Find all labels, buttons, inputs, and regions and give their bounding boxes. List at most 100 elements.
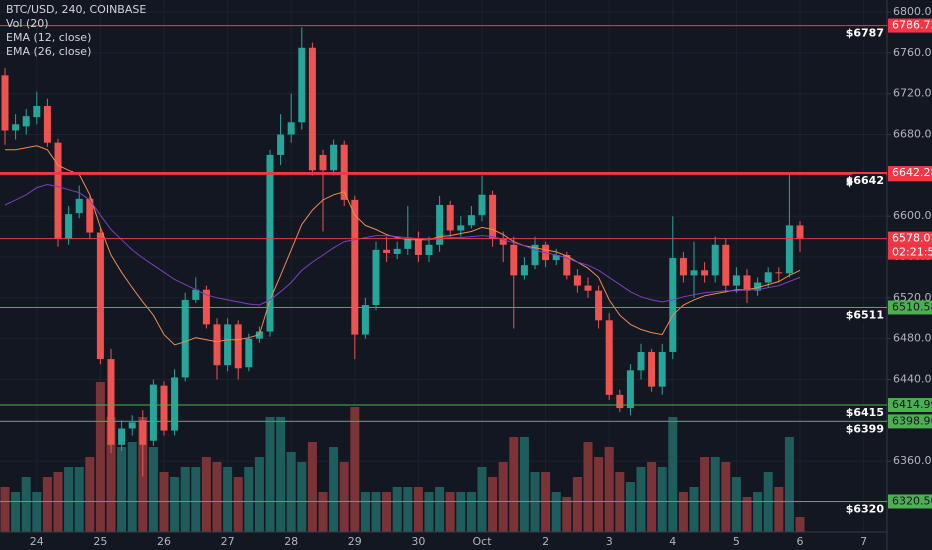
price-level-tag-bg xyxy=(852,174,886,189)
countdown-bg xyxy=(888,245,932,260)
volume-bar xyxy=(413,487,423,532)
volume-bar xyxy=(382,492,392,532)
candle-body xyxy=(414,238,422,255)
volume-bar xyxy=(32,492,42,532)
price-axis-label: 6414.99 xyxy=(892,398,932,411)
volume-bar xyxy=(636,467,646,532)
candle-body xyxy=(648,351,656,387)
volume-bar xyxy=(435,487,445,532)
volume-bar xyxy=(562,497,572,532)
candle-body xyxy=(149,384,157,441)
volume-bar xyxy=(244,467,254,532)
volume-bar xyxy=(700,457,710,532)
candle-body xyxy=(308,47,316,171)
candle-body xyxy=(54,142,62,239)
volume-bar xyxy=(233,477,243,532)
candle-body xyxy=(128,422,136,429)
volume-bar xyxy=(117,447,127,532)
volume-bar xyxy=(254,457,264,532)
candle-body xyxy=(732,275,740,286)
legend: BTC/USD, 240, COINBASE Vol (20) EMA (12,… xyxy=(6,3,146,58)
y-tick-label: 6600.00 xyxy=(893,209,932,222)
candle-body xyxy=(669,258,677,352)
candle-body xyxy=(499,238,507,245)
price-level-tag-bg xyxy=(852,406,886,421)
candle-body xyxy=(287,122,295,135)
volume-bar xyxy=(721,462,731,532)
volume-bar xyxy=(763,472,773,532)
volume-bar xyxy=(657,467,667,532)
volume-bar xyxy=(731,477,741,532)
volume-bar xyxy=(85,457,95,532)
x-tick-label: 29 xyxy=(348,535,362,548)
symbol-title: BTC/USD, 240, COINBASE xyxy=(6,3,146,16)
y-tick-label: 6760.00 xyxy=(893,46,932,59)
volume-bar xyxy=(625,482,635,532)
candle-body xyxy=(510,244,518,276)
volume-bar xyxy=(360,492,370,532)
volume-bar xyxy=(488,477,498,532)
price-axis-label-bg xyxy=(888,166,932,181)
y-tick-label: 6480.00 xyxy=(893,332,932,345)
price-levels: $6320 6320.50 $6399 6398.96 $6415 6414.99 $651… xyxy=(0,18,932,517)
candle-body xyxy=(605,320,613,395)
candle-body xyxy=(65,214,73,239)
candle-body xyxy=(160,385,168,431)
volume-bar xyxy=(11,492,21,532)
price-axis-label: 6642.28 xyxy=(892,166,932,179)
candle-body xyxy=(393,248,401,254)
candle-body xyxy=(351,199,359,335)
volume-bar xyxy=(159,472,169,532)
candle-body xyxy=(192,289,200,300)
x-tick-label: 7 xyxy=(860,535,867,548)
volume-bar xyxy=(594,457,604,532)
volume-bar xyxy=(604,447,614,532)
volume-bar xyxy=(286,452,296,532)
volume-bar xyxy=(424,492,434,532)
volume-bar xyxy=(572,477,582,532)
volume-layer xyxy=(0,382,805,532)
candle-body xyxy=(266,154,274,332)
price-axis-label-bg xyxy=(888,231,932,246)
volume-bar xyxy=(403,487,413,532)
volume-bar xyxy=(509,437,519,532)
candle-body xyxy=(404,238,412,249)
candle-body xyxy=(12,124,20,131)
volume-bar xyxy=(795,517,805,532)
candle-body xyxy=(478,194,486,216)
price-axis-label-bg xyxy=(888,300,932,315)
candle-body xyxy=(319,154,327,171)
price-level-tag-bg xyxy=(852,308,886,323)
price-axis-label-bg xyxy=(888,494,932,509)
x-tick-label: 4 xyxy=(669,535,676,548)
volume-bar xyxy=(170,477,180,532)
price-level-tag: $6415 xyxy=(846,406,884,419)
volume-bar xyxy=(276,417,286,532)
candle-body xyxy=(711,244,719,276)
candle-body xyxy=(573,275,581,286)
y-tick-label: 6680.00 xyxy=(893,128,932,141)
candle-layer xyxy=(1,27,804,477)
candle-body xyxy=(118,428,126,445)
y-tick-label: 6360.00 xyxy=(893,454,932,467)
volume-bar xyxy=(74,467,84,532)
volume-bar xyxy=(106,417,116,532)
price-axis-label-bg xyxy=(888,18,932,33)
x-tick-label: Oct xyxy=(472,535,492,548)
volume-bar xyxy=(212,462,222,532)
volume-bar xyxy=(615,472,625,532)
y-tick-label: 6720.00 xyxy=(893,87,932,100)
candle-body xyxy=(701,270,709,276)
volume-bar xyxy=(689,487,699,532)
price-axis-label: 6786.73 xyxy=(892,19,932,32)
x-tick-label: 27 xyxy=(221,535,235,548)
candle-body xyxy=(372,249,380,305)
candle-body xyxy=(383,249,391,253)
volume-bar xyxy=(477,467,487,532)
candle-body xyxy=(107,359,115,445)
volume-bar xyxy=(127,442,137,532)
price-level-tag: $6511 xyxy=(846,308,884,321)
candle-body xyxy=(139,420,147,445)
volume-bar xyxy=(148,447,158,532)
